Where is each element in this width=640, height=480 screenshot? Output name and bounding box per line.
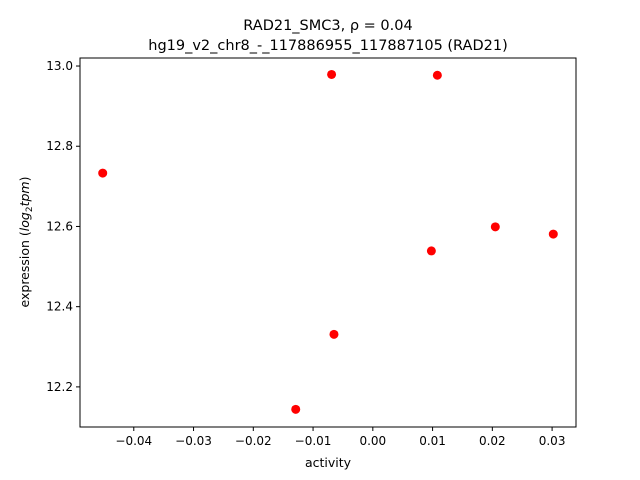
y-tick-label: 12.2	[46, 380, 73, 394]
x-tick-label: −0.04	[115, 434, 152, 448]
chart-title-line1: RAD21_SMC3, ρ = 0.04	[243, 18, 412, 34]
x-axis-ticks: −0.04 −0.03 −0.02 −0.01 0.00 0.01 0.02 0.03	[115, 427, 565, 448]
data-point	[490, 222, 500, 232]
data-point	[98, 168, 108, 178]
data-point	[329, 329, 339, 339]
data-point	[432, 70, 442, 80]
y-axis-ticks: 12.2 12.4 12.6 12.8 13.0	[46, 59, 80, 394]
x-tick-label: 0.01	[419, 434, 446, 448]
data-point	[327, 69, 337, 79]
x-tick-label: −0.02	[235, 434, 272, 448]
x-tick-label: 0.03	[539, 434, 566, 448]
y-tick-label: 12.4	[46, 300, 73, 314]
y-axis-label: expression (log2tpm)	[17, 177, 35, 308]
x-axis-label: activity	[305, 455, 352, 470]
y-tick-label: 12.8	[46, 139, 73, 153]
data-points	[98, 69, 558, 414]
x-tick-label: −0.01	[295, 434, 332, 448]
y-tick-label: 12.6	[46, 219, 73, 233]
x-tick-label: 0.00	[359, 434, 386, 448]
x-tick-label: 0.02	[479, 434, 506, 448]
x-tick-label: −0.03	[175, 434, 212, 448]
y-tick-label: 13.0	[46, 59, 73, 73]
data-point	[291, 404, 301, 414]
plot-area-frame	[79, 57, 577, 428]
data-point	[548, 229, 558, 239]
data-point	[426, 246, 436, 256]
chart-title-line2: hg19_v2_chr8_-_117886955_117887105 (RAD2…	[148, 38, 507, 54]
